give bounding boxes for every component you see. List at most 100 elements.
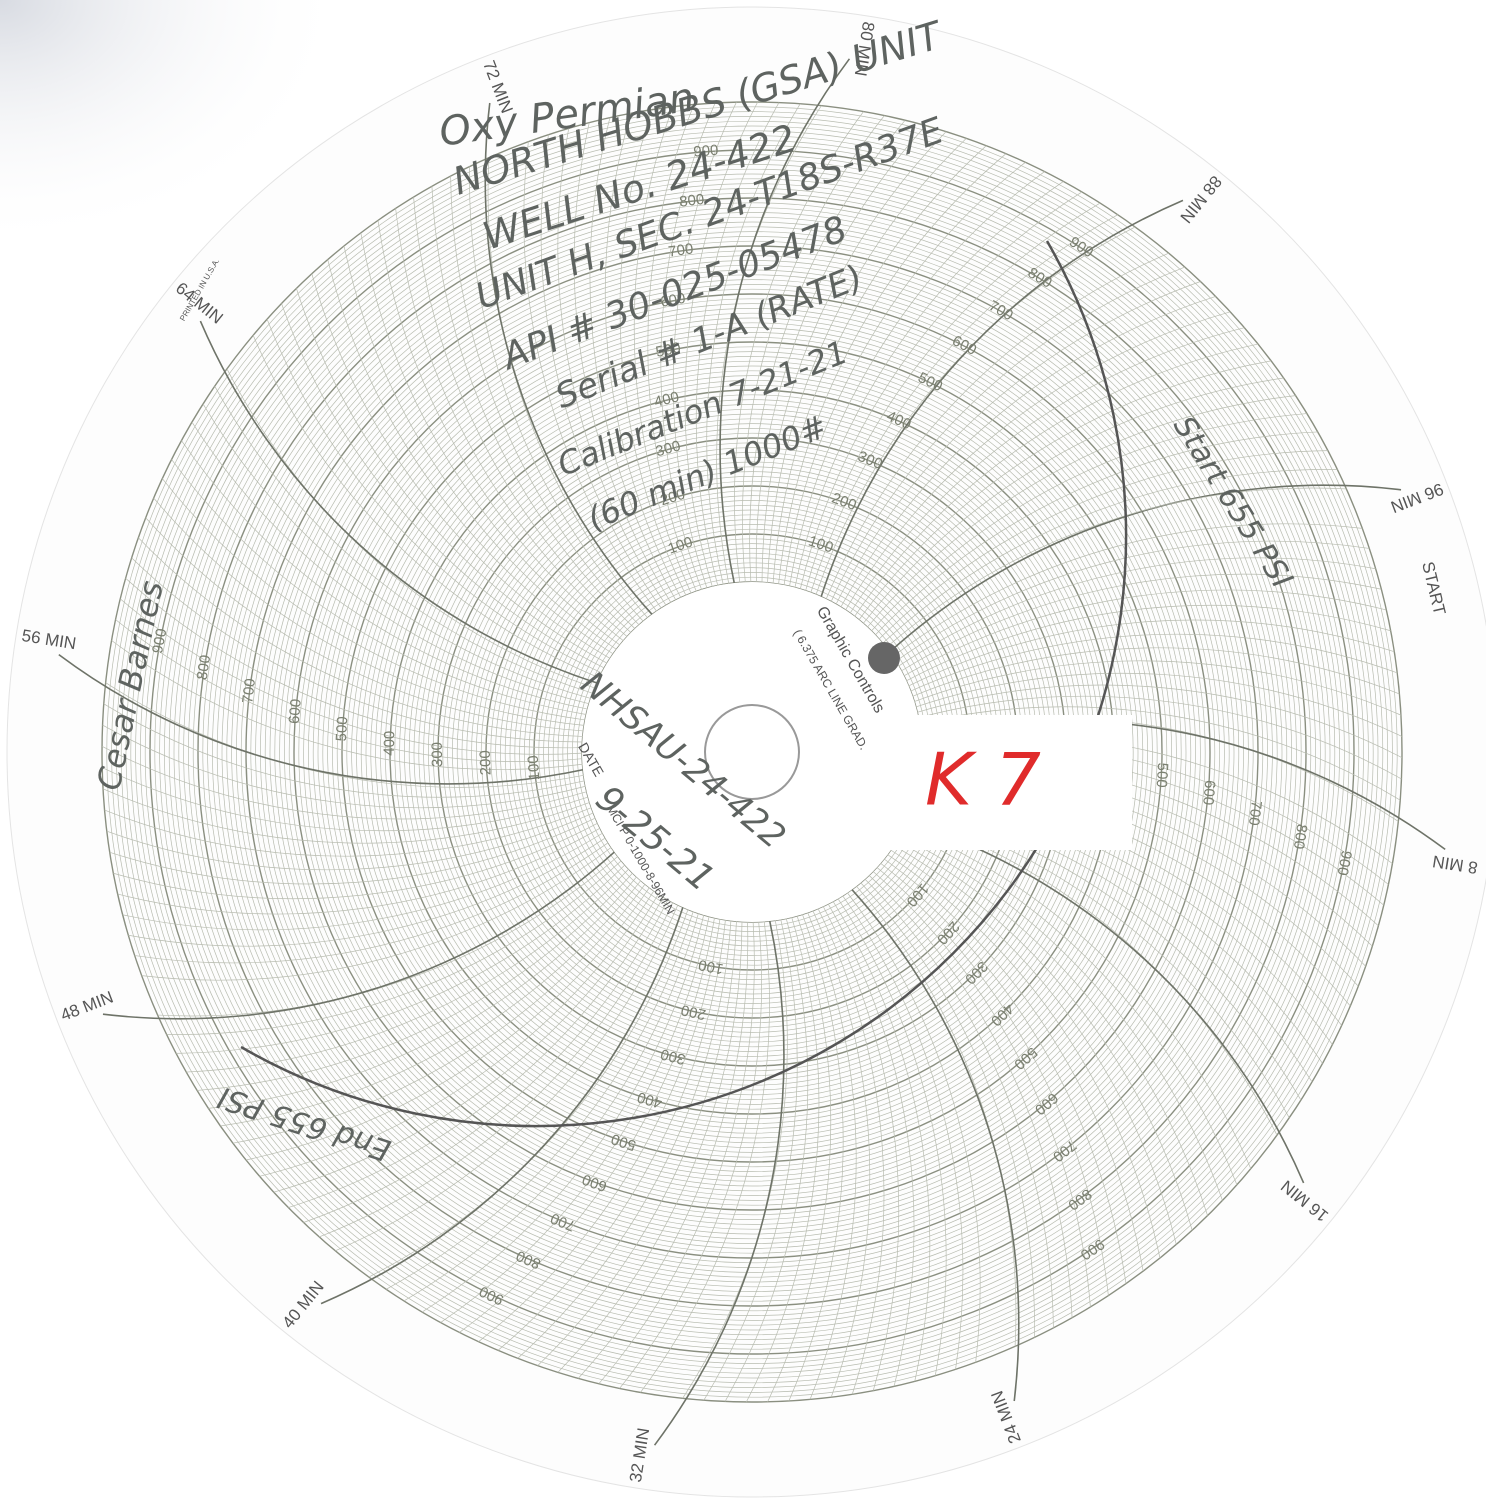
scale-label: 400 — [635, 1088, 664, 1111]
time-arc — [117, 827, 601, 915]
scale-label: 800 — [194, 654, 215, 681]
time-arc — [162, 478, 586, 721]
time-arc — [220, 880, 642, 1127]
pressure-circle — [236, 236, 1268, 1268]
scale-label: 800 — [1290, 823, 1311, 850]
time-arc — [864, 878, 1054, 1328]
time-arc — [672, 102, 737, 589]
pressure-circle — [140, 140, 1364, 1364]
time-arc — [703, 919, 798, 1401]
pressure-circle — [274, 274, 1230, 1230]
time-arc — [778, 153, 1007, 585]
pressure-circle — [365, 365, 1139, 1139]
time-arc — [910, 633, 1398, 692]
minute-arc — [320, 907, 684, 1305]
minute-arc — [851, 888, 1020, 1402]
pressure-circle — [269, 269, 1235, 1235]
pressure-circle — [284, 284, 1220, 1220]
time-arc — [755, 125, 926, 583]
time-arc — [904, 825, 1252, 1169]
pressure-circle — [250, 250, 1254, 1254]
pressure-circle — [135, 135, 1369, 1369]
pressure-circle — [298, 298, 1206, 1206]
time-arc — [849, 327, 1245, 614]
time-arc — [226, 368, 595, 689]
time-arc — [557, 921, 743, 1373]
minute-arc — [653, 920, 785, 1446]
time-arc — [908, 619, 1395, 687]
time-arc — [134, 842, 609, 964]
time-arc — [557, 128, 667, 606]
time-arc — [106, 812, 594, 871]
time-arc — [619, 921, 762, 1389]
minute-arc — [102, 851, 616, 1020]
pressure-circle — [255, 255, 1249, 1249]
time-arc — [875, 431, 1318, 636]
time-arc — [906, 604, 1391, 682]
time-arc — [878, 450, 1328, 640]
time-arc — [892, 523, 1363, 657]
time-arc — [647, 104, 697, 592]
time-arc — [882, 469, 1338, 644]
pressure-circle — [279, 279, 1225, 1225]
minute-arc — [820, 199, 1184, 597]
time-arc — [141, 847, 612, 981]
pressure-circle — [106, 106, 1398, 1398]
pressure-circle — [264, 264, 1240, 1240]
pressure-circle — [159, 159, 1345, 1345]
time-arc — [138, 537, 583, 737]
pressure-circle — [178, 178, 1326, 1326]
scale-label: 900 — [1334, 849, 1355, 877]
time-arc — [105, 682, 584, 788]
scale-label: 600 — [1199, 779, 1218, 805]
pressure-circle — [154, 154, 1350, 1350]
time-arc — [113, 822, 598, 900]
time-arc — [815, 226, 1136, 595]
minute-arc — [888, 484, 1402, 653]
time-arc — [319, 902, 674, 1238]
pressure-circle — [188, 188, 1316, 1316]
time-arc — [604, 113, 682, 598]
time-arc — [880, 862, 1127, 1284]
time-arc — [120, 598, 583, 755]
time-arc — [876, 867, 1109, 1296]
minute-arc — [199, 320, 597, 684]
scale-label: 200 — [679, 1001, 707, 1023]
pressure-circle — [303, 303, 1201, 1201]
time-arc — [619, 109, 687, 596]
pen-trace — [240, 240, 1128, 1128]
time-arc — [303, 899, 669, 1223]
pressure-circle — [360, 360, 1144, 1144]
minute-arc — [719, 58, 851, 584]
time-arc — [868, 875, 1073, 1318]
time-arc — [858, 360, 1272, 621]
time-arc — [335, 904, 679, 1252]
scale-label: 500 — [654, 339, 682, 361]
pressure-circle — [192, 192, 1312, 1312]
time-arc — [125, 578, 583, 749]
pressure-circle — [308, 308, 1196, 1196]
time-arc — [789, 171, 1045, 587]
time-arc — [724, 918, 809, 1402]
time-arc — [245, 887, 650, 1161]
time-arc — [111, 640, 583, 770]
pressure-circle — [144, 144, 1360, 1360]
scale-label: 100 — [525, 755, 544, 781]
time-arc — [633, 106, 692, 594]
time-arc — [273, 893, 659, 1193]
time-arc — [827, 903, 915, 1387]
time-arc — [862, 377, 1284, 624]
pressure-circle — [207, 207, 1297, 1297]
time-arc — [395, 208, 628, 637]
time-arc — [540, 134, 662, 609]
scale-label: 500 — [609, 1130, 638, 1154]
pressure-circle — [164, 164, 1340, 1340]
time-arc — [517, 920, 732, 1359]
scale-label: 400 — [652, 388, 680, 410]
time-arc — [252, 335, 600, 679]
scale-label: 300 — [654, 437, 683, 460]
time-arc — [903, 589, 1387, 677]
time-arc — [208, 876, 637, 1109]
time-arc — [166, 860, 622, 1035]
scale-label: 700 — [667, 240, 694, 260]
